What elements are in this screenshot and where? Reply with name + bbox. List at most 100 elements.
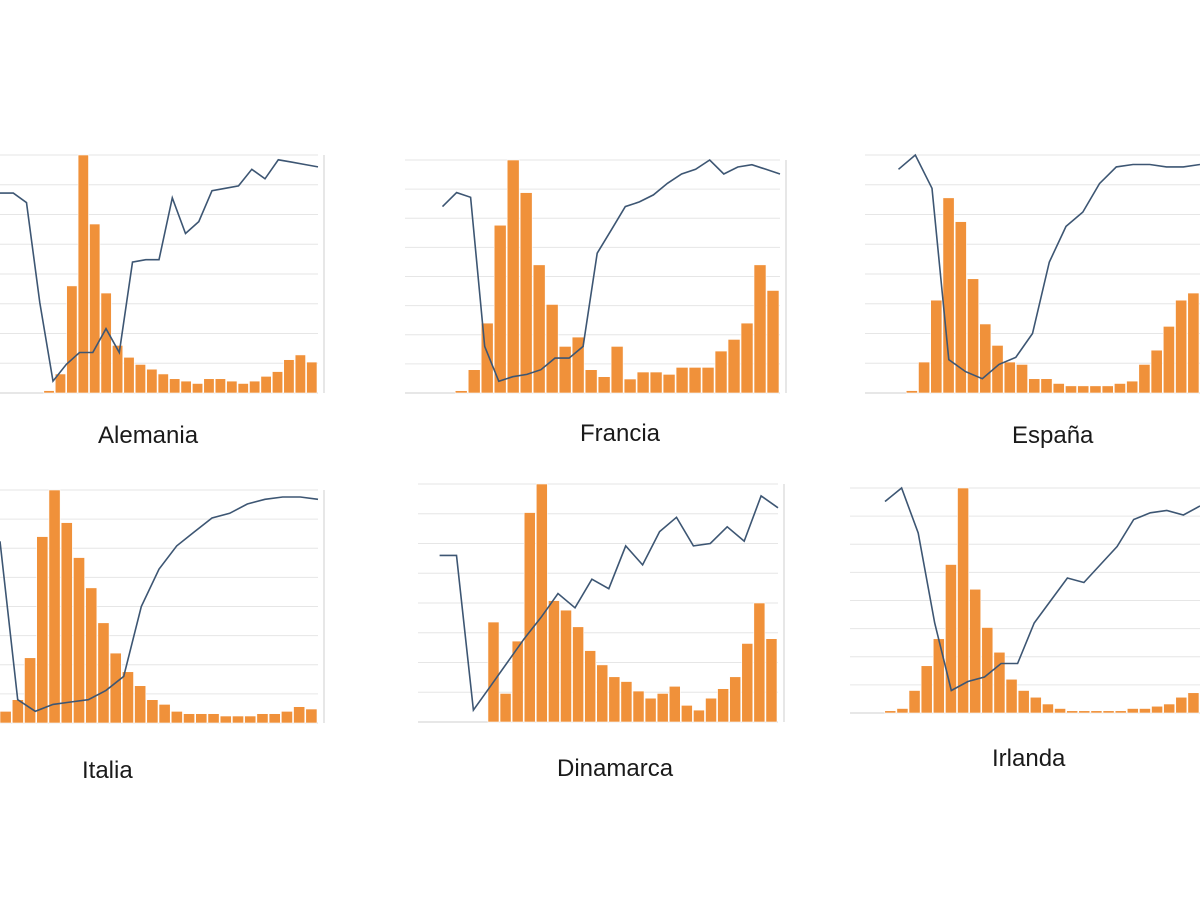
bar (1005, 678, 1018, 714)
chart-panel-italia (0, 480, 350, 740)
bar (765, 638, 778, 723)
series-line (0, 158, 319, 384)
bar (753, 264, 767, 394)
bar (701, 367, 715, 394)
bar (207, 713, 220, 724)
bar (1126, 708, 1139, 714)
bar (572, 626, 584, 723)
bar (1089, 385, 1102, 394)
chart-dinamarca (418, 483, 785, 723)
bar (192, 383, 204, 394)
bar (905, 390, 918, 394)
bar (89, 223, 101, 394)
bar (244, 715, 257, 724)
bar (717, 688, 729, 723)
chart-francia (405, 158, 787, 394)
bar (454, 390, 468, 394)
bar (681, 705, 693, 723)
bar (499, 693, 512, 723)
bar (1042, 703, 1054, 714)
bar (1029, 696, 1042, 714)
bar (993, 651, 1006, 714)
bar (957, 487, 969, 714)
bar (54, 373, 66, 394)
bar (967, 278, 979, 394)
bar (632, 690, 645, 723)
bar (644, 697, 657, 723)
chart-espana (865, 153, 1200, 394)
bar (1066, 710, 1079, 714)
bar (180, 380, 192, 394)
bar (506, 159, 520, 394)
bar (0, 711, 12, 724)
chart-italia (0, 489, 325, 724)
bar (134, 685, 147, 724)
bar (260, 376, 272, 394)
bar (662, 374, 676, 394)
series-line (897, 153, 1200, 380)
series-line (439, 494, 779, 713)
bar (884, 710, 897, 714)
chart-alemania (0, 154, 325, 394)
bar (1175, 299, 1188, 394)
bar (668, 686, 681, 723)
bar (109, 652, 122, 724)
bar (560, 609, 572, 723)
country-label-irlanda: Irlanda (992, 745, 1066, 772)
bar (1126, 380, 1139, 394)
bar (942, 197, 955, 394)
bar (558, 346, 572, 394)
bar (548, 600, 560, 723)
bar (729, 676, 742, 723)
bar (584, 650, 597, 723)
chart-panel-irlanda (850, 478, 1200, 728)
bar (112, 345, 124, 394)
bar (134, 364, 146, 394)
bar (656, 693, 669, 723)
chart-panel-francia (395, 150, 830, 400)
bar (688, 367, 702, 394)
bar (1139, 708, 1151, 714)
bar (649, 371, 663, 394)
bar (272, 371, 284, 394)
bar (146, 368, 158, 394)
bar (85, 587, 98, 724)
bar (954, 221, 967, 394)
bar (610, 346, 624, 394)
bar (36, 536, 49, 724)
bar (60, 522, 73, 724)
bar (183, 713, 195, 724)
bar (714, 350, 728, 394)
chart-panel-dinamarca (398, 472, 828, 732)
bar (1090, 710, 1103, 714)
bar (705, 697, 717, 723)
bar (1052, 383, 1065, 394)
bar (306, 361, 318, 394)
country-label-italia: Italia (82, 757, 133, 784)
bar (623, 378, 637, 394)
bar (1077, 385, 1090, 394)
bar (219, 715, 232, 724)
bar (146, 699, 159, 724)
bar (1016, 364, 1028, 394)
bar (100, 292, 112, 394)
bar (1028, 378, 1041, 394)
bar (283, 359, 295, 394)
bar (693, 709, 705, 723)
bar (741, 643, 754, 723)
bar (1138, 364, 1151, 394)
bar (1003, 361, 1016, 394)
bar (123, 357, 135, 394)
bar (256, 713, 269, 724)
bar (1163, 703, 1176, 714)
bar (1078, 710, 1091, 714)
bar (24, 657, 36, 724)
series-line (884, 486, 1200, 692)
bar (945, 564, 957, 714)
bar (753, 602, 766, 723)
bar (48, 489, 61, 724)
bar (1114, 383, 1126, 394)
bar (467, 369, 481, 394)
bar (1017, 690, 1030, 714)
bar (158, 704, 171, 724)
